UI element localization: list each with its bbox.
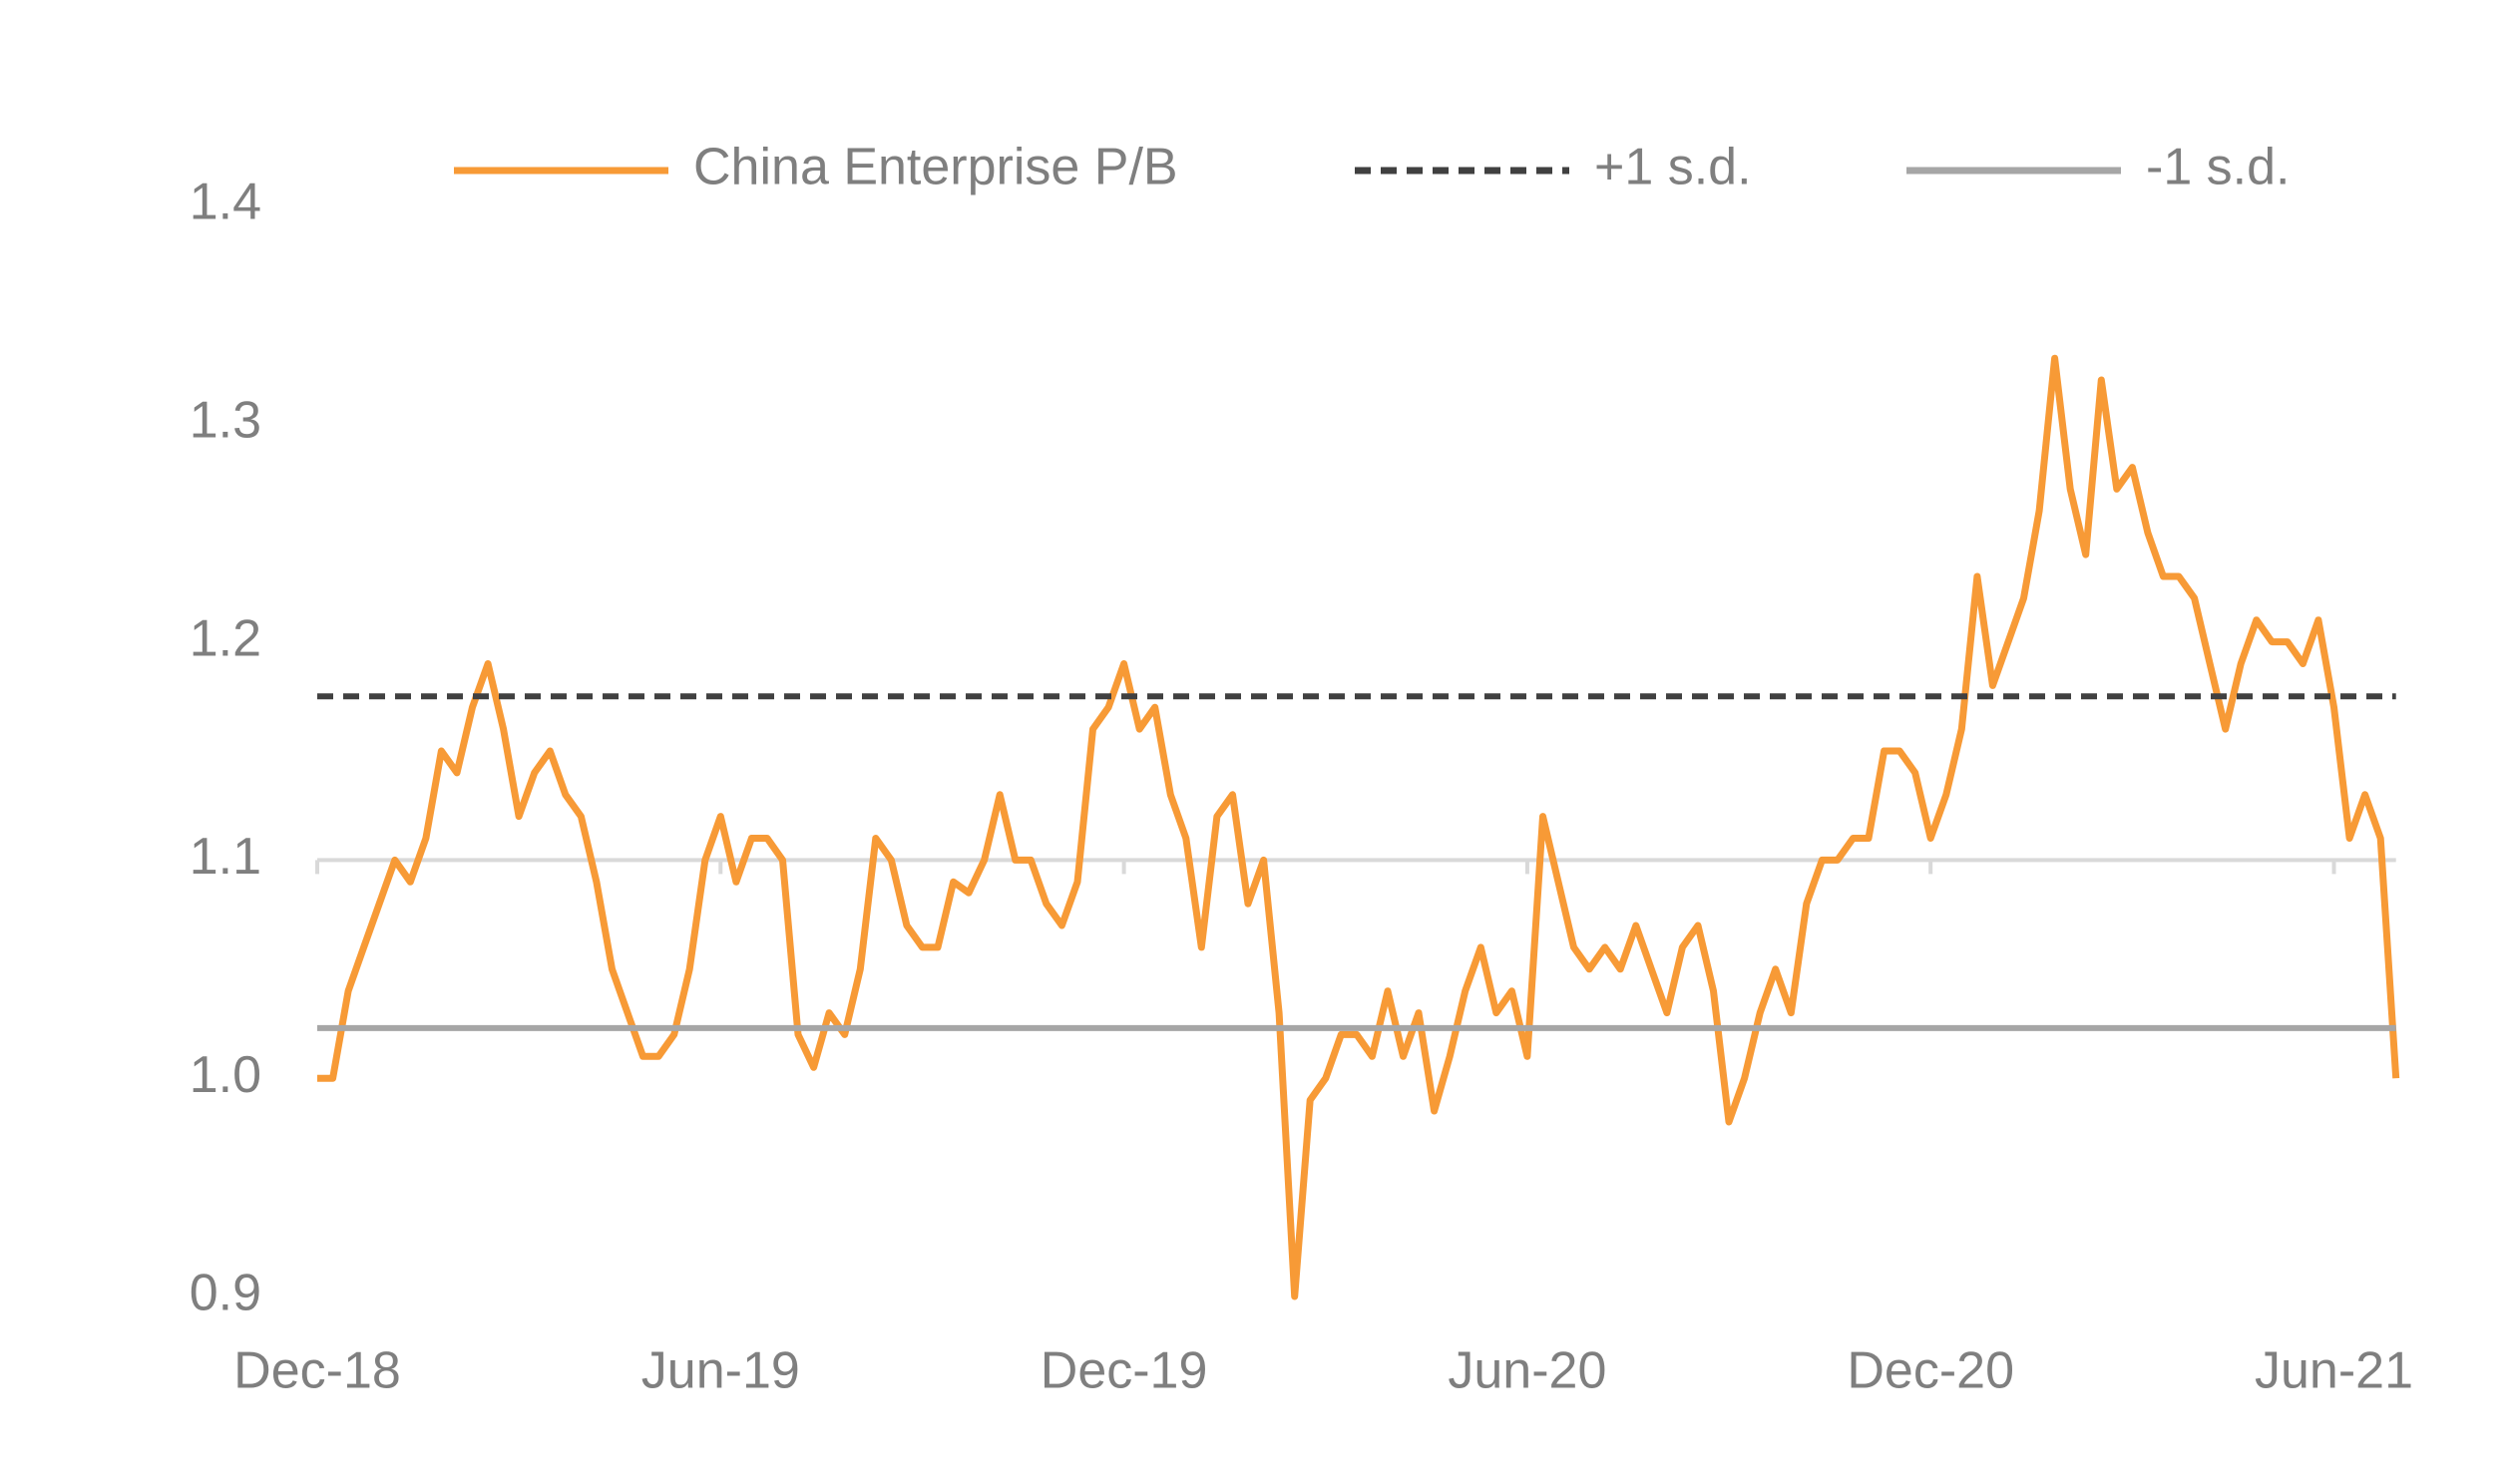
x-tick-label: Dec-20 bbox=[1847, 1342, 2014, 1400]
legend-label: +1 s.d. bbox=[1594, 139, 1752, 196]
x-tick-label: Jun-19 bbox=[641, 1342, 800, 1400]
y-tick-label: 1.2 bbox=[190, 609, 261, 667]
y-tick-label: 1.4 bbox=[190, 174, 261, 231]
y-tick-label: 1.0 bbox=[190, 1046, 261, 1104]
y-tick-label: 1.3 bbox=[190, 392, 261, 450]
x-tick-label: Jun-21 bbox=[2255, 1342, 2413, 1400]
y-tick-label: 1.1 bbox=[190, 828, 261, 886]
series-line bbox=[317, 354, 2400, 1300]
legend-label: China Enterprise P/B bbox=[693, 139, 1178, 196]
legend-label: -1 s.d. bbox=[2146, 139, 2291, 196]
x-tick-label: Jun-20 bbox=[1448, 1342, 1606, 1400]
x-tick-label: Dec-19 bbox=[1041, 1342, 1208, 1400]
y-tick-label: 0.9 bbox=[190, 1265, 261, 1322]
x-tick-label: Dec-18 bbox=[233, 1342, 401, 1400]
